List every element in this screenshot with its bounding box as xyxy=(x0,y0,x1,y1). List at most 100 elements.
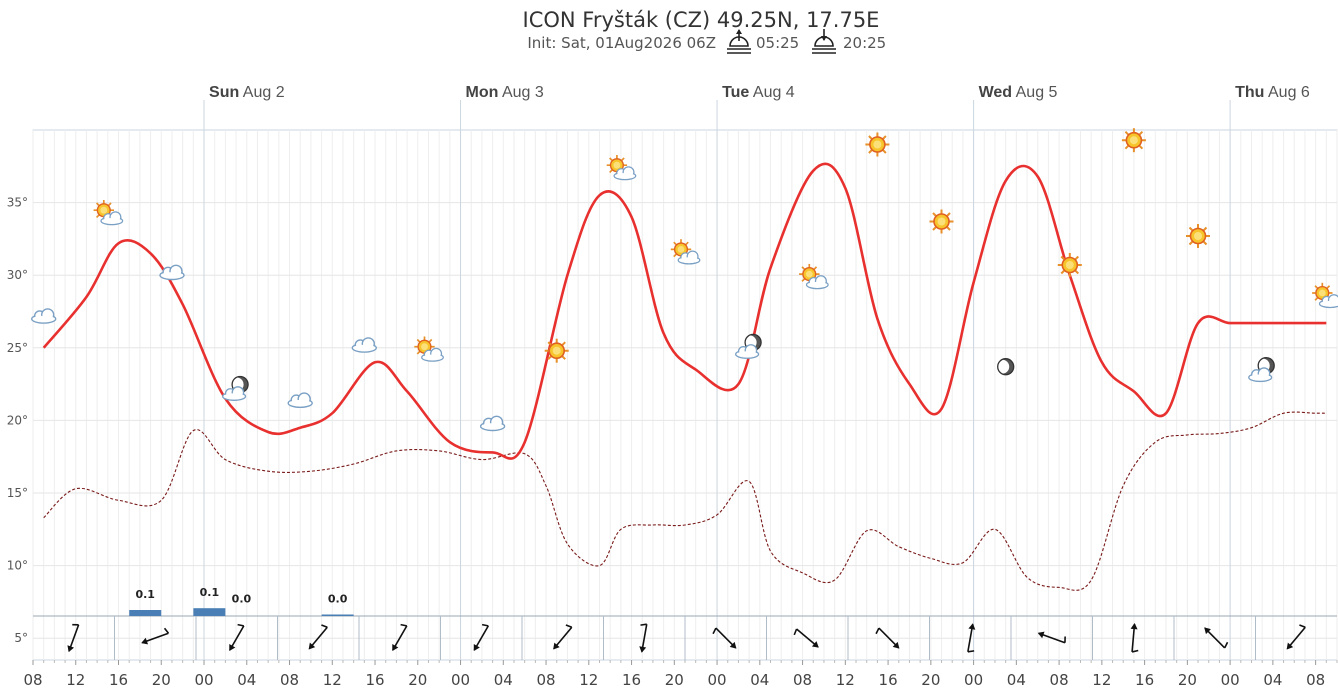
precip-bar xyxy=(129,610,162,616)
wind-arrowhead xyxy=(968,623,976,630)
x-tick-label: 08 xyxy=(280,671,299,689)
sun-icon xyxy=(1120,127,1147,154)
x-tick-label: 16 xyxy=(879,671,898,689)
day-label: Thu Aug 6 xyxy=(1235,84,1310,101)
day-label: Sun Aug 2 xyxy=(209,84,285,101)
sun-icon xyxy=(928,208,955,235)
wind-arrowhead xyxy=(639,646,647,653)
wind-barb xyxy=(1037,631,1066,644)
precip-label: 0.1 xyxy=(200,586,220,599)
precip-label: 0.0 xyxy=(328,593,348,606)
day-name: Mon xyxy=(466,84,499,101)
x-tick-label: 00 xyxy=(194,671,213,689)
x-tick-label: 20 xyxy=(152,671,171,689)
dewpoint-line xyxy=(43,411,1327,591)
y-tick-label: 20° xyxy=(7,413,28,427)
y-tick-label: 5° xyxy=(14,631,28,645)
day-label: Mon Aug 3 xyxy=(466,84,544,101)
x-tick-label: 12 xyxy=(579,671,598,689)
sun-shape xyxy=(1056,252,1083,278)
day-name: Thu xyxy=(1235,84,1264,101)
sunrise-icon xyxy=(727,29,751,54)
y-tick-label: 35° xyxy=(7,196,28,210)
x-tick-label: 04 xyxy=(1007,671,1026,689)
wind-arrowhead xyxy=(553,642,560,650)
wind-flag xyxy=(163,627,170,634)
sun-icon xyxy=(864,131,891,158)
y-tick-label: 15° xyxy=(7,486,28,500)
wind-arrowhead xyxy=(892,641,900,649)
day-date: Aug 2 xyxy=(239,84,284,101)
sun-shape xyxy=(1120,127,1147,154)
wind-flag xyxy=(793,628,798,636)
wind-flag xyxy=(640,623,647,626)
x-tick-label: 00 xyxy=(1221,671,1240,689)
wind-arrowhead xyxy=(392,644,399,651)
wind-arrowhead xyxy=(67,645,75,653)
day-name: Tue xyxy=(722,84,749,101)
day-label: Tue Aug 4 xyxy=(722,84,795,101)
x-tick-label: 12 xyxy=(1092,671,1111,689)
x-tick-label: 00 xyxy=(964,671,983,689)
x-tick-label: 04 xyxy=(494,671,513,689)
wind-flag xyxy=(875,627,880,635)
x-tick-label: 08 xyxy=(23,671,42,689)
y-tick-label: 30° xyxy=(7,268,28,282)
x-tick-label: 04 xyxy=(1263,671,1282,689)
sun-shape xyxy=(1185,223,1211,249)
wind-arrowhead xyxy=(308,642,316,650)
wind-barb xyxy=(553,624,573,650)
sun-icon xyxy=(1056,252,1083,278)
precip-label: 0.1 xyxy=(135,588,155,601)
sun-icon xyxy=(543,337,570,364)
x-tick-label: 16 xyxy=(365,671,384,689)
wind-flag xyxy=(712,627,717,635)
wind-flag xyxy=(237,623,244,627)
wind-flag xyxy=(481,623,489,627)
day-label: Wed Aug 5 xyxy=(979,84,1058,101)
wind-arrowhead xyxy=(1286,642,1294,650)
x-tick-label: 00 xyxy=(451,671,470,689)
wind-arrowhead xyxy=(473,644,480,651)
x-tick-label: 04 xyxy=(750,671,769,689)
x-tick-label: 08 xyxy=(1306,671,1325,689)
x-tick-label: 16 xyxy=(1135,671,1154,689)
wind-barb xyxy=(308,624,328,650)
precip-bar xyxy=(193,608,226,616)
day-name: Wed xyxy=(979,84,1012,101)
day-date: Aug 3 xyxy=(498,84,543,101)
y-tick-label: 25° xyxy=(7,341,28,355)
day-date: Aug 5 xyxy=(1012,84,1057,101)
wind-barb xyxy=(1204,627,1229,649)
wind-arrowhead xyxy=(1037,631,1045,639)
wind-arrowhead xyxy=(811,641,819,648)
x-tick-label: 20 xyxy=(1178,671,1197,689)
x-tick-label: 04 xyxy=(237,671,256,689)
sun-shape xyxy=(928,208,955,235)
x-tick-label: 12 xyxy=(323,671,342,689)
wind-barb xyxy=(967,623,976,653)
x-tick-label: 20 xyxy=(665,671,684,689)
wind-arrowhead xyxy=(141,637,149,645)
wind-barb xyxy=(392,623,408,651)
wind-barb xyxy=(1130,623,1139,653)
sunset-time: 20:25 xyxy=(843,34,886,52)
wind-flag xyxy=(321,624,328,629)
wind-arrowhead xyxy=(229,644,236,651)
wind-barb xyxy=(793,628,819,648)
sun-shape xyxy=(543,337,570,364)
wind-arrowhead xyxy=(1204,627,1211,635)
y-tick-label: 10° xyxy=(7,559,28,573)
temperature-line xyxy=(42,162,1327,460)
wind-barb xyxy=(229,623,245,651)
x-tick-label: 16 xyxy=(622,671,641,689)
wind-flag xyxy=(1299,624,1306,629)
x-tick-label: 00 xyxy=(708,671,727,689)
wind-flag xyxy=(1064,636,1066,643)
init-text: Init: Sat, 01Aug2026 06Z xyxy=(527,34,716,52)
day-date: Aug 4 xyxy=(749,84,794,101)
day-date: Aug 6 xyxy=(1264,84,1309,101)
x-tick-label: 16 xyxy=(109,671,128,689)
day-name: Sun xyxy=(209,84,239,101)
